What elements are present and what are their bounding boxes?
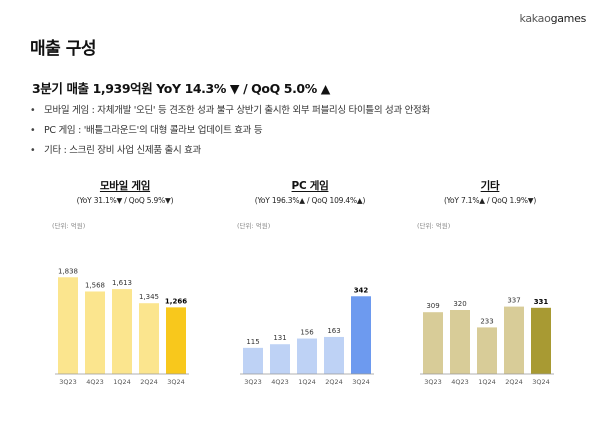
data-label: 156 bbox=[300, 329, 314, 337]
bullet-text: PC 게임 : '배틀그라운드'의 대형 콜라보 업데이트 효과 등 bbox=[44, 125, 263, 136]
data-label: 115 bbox=[246, 338, 259, 346]
data-label: 1,838 bbox=[58, 267, 78, 275]
unit-label: (단위: 억원) bbox=[52, 221, 85, 230]
data-label: 309 bbox=[426, 302, 439, 310]
bullet-text: 모바일 게임 : 자체개발 '오딘' 등 견조한 성과 불구 상반기 출시한 외… bbox=[44, 105, 430, 116]
data-label: 233 bbox=[480, 317, 493, 325]
bar bbox=[351, 296, 371, 374]
chart-title: 모바일 게임 bbox=[99, 180, 151, 192]
bar bbox=[423, 312, 443, 374]
x-tick-label: 3Q23 bbox=[244, 378, 262, 386]
brand-logo: kakaogames bbox=[519, 12, 586, 25]
chart-subtitle: (YoY 196.3%▲ / QoQ 109.4%▲) bbox=[254, 196, 366, 205]
bullet-item: • PC 게임 : '배틀그라운드'의 대형 콜라보 업데이트 효과 등 bbox=[30, 121, 430, 141]
x-tick-label: 3Q24 bbox=[167, 378, 185, 386]
x-tick-label: 3Q23 bbox=[424, 378, 442, 386]
data-label: 1,266 bbox=[165, 297, 187, 305]
bar bbox=[297, 338, 317, 374]
chart-plot: (단위: 억원) 115 3Q23 131 4Q23 156 1Q24 163 2Q24 342 3… bbox=[237, 221, 374, 386]
pc-game-chart: PC 게임 (YoY 196.3%▲ / QoQ 109.4%▲) (단위: 억… bbox=[235, 178, 385, 388]
summary-bullets: • 모바일 게임 : 자체개발 '오딘' 등 견조한 성과 불구 상반기 출시한 … bbox=[30, 101, 430, 161]
bar bbox=[477, 327, 497, 374]
chart-plot: (단위: 억원) 309 3Q23 320 4Q23 233 1Q24 337 2Q24 331 3… bbox=[417, 221, 554, 386]
x-tick-label: 1Q24 bbox=[113, 378, 131, 386]
bar bbox=[85, 291, 105, 374]
data-label: 131 bbox=[273, 334, 286, 342]
x-tick-label: 2Q24 bbox=[140, 378, 158, 386]
data-label: 320 bbox=[453, 300, 466, 308]
bullet-dot: • bbox=[30, 145, 36, 156]
x-tick-label: 4Q23 bbox=[451, 378, 469, 386]
chart-subtitle: (YoY 31.1%▼ / QoQ 5.9%▼) bbox=[76, 196, 174, 205]
x-tick-label: 3Q24 bbox=[532, 378, 550, 386]
data-label: 342 bbox=[354, 286, 369, 294]
chart-title: PC 게임 bbox=[291, 180, 329, 192]
bullet-item: • 기타 : 스크린 장비 사업 신제품 출시 효과 bbox=[30, 141, 430, 161]
chart-title: 기타 bbox=[480, 180, 500, 192]
x-tick-label: 2Q24 bbox=[325, 378, 343, 386]
x-tick-label: 4Q23 bbox=[86, 378, 104, 386]
unit-label: (단위: 억원) bbox=[417, 221, 450, 230]
mobile-game-chart: 모바일 게임 (YoY 31.1%▼ / QoQ 5.9%▼) (단위: 억원)… bbox=[50, 178, 200, 388]
bullet-dot: • bbox=[30, 125, 36, 136]
x-tick-label: 4Q23 bbox=[271, 378, 289, 386]
data-label: 337 bbox=[507, 297, 520, 305]
x-tick-label: 2Q24 bbox=[505, 378, 523, 386]
bullet-text: 기타 : 스크린 장비 사업 신제품 출시 효과 bbox=[44, 145, 201, 156]
bar bbox=[450, 310, 470, 374]
bar bbox=[112, 289, 132, 374]
data-label: 331 bbox=[534, 298, 549, 306]
bar bbox=[531, 307, 551, 374]
data-label: 163 bbox=[327, 327, 340, 335]
bar bbox=[166, 307, 186, 374]
x-tick-label: 1Q24 bbox=[478, 378, 496, 386]
chart-plot: (단위: 억원) 1,838 3Q23 1,568 4Q23 1,613 1Q24 1,345… bbox=[52, 221, 189, 386]
data-label: 1,613 bbox=[112, 279, 132, 287]
chart-subtitle: (YoY 7.1%▲ / QoQ 1.9%▼) bbox=[443, 196, 537, 205]
bullet-dot: • bbox=[30, 105, 36, 116]
quarter-revenue-headline: 3분기 매출 1,939억원 YoY 14.3% ▼ / QoQ 5.0% ▲ bbox=[32, 81, 331, 96]
x-tick-label: 3Q23 bbox=[59, 378, 77, 386]
bullet-item: • 모바일 게임 : 자체개발 '오딘' 등 견조한 성과 불구 상반기 출시한 … bbox=[30, 101, 430, 121]
data-label: 1,568 bbox=[85, 281, 105, 289]
page-title: 매출 구성 bbox=[30, 39, 96, 59]
data-label: 1,345 bbox=[139, 293, 159, 301]
bar bbox=[243, 347, 263, 374]
bar bbox=[324, 336, 344, 374]
x-tick-label: 3Q24 bbox=[352, 378, 370, 386]
bar bbox=[504, 306, 524, 374]
other-revenue-chart: 기타 (YoY 7.1%▲ / QoQ 1.9%▼) (단위: 억원) 309 3Q… bbox=[415, 178, 565, 388]
x-tick-label: 1Q24 bbox=[298, 378, 316, 386]
bar bbox=[270, 344, 290, 374]
bar bbox=[139, 303, 159, 374]
unit-label: (단위: 억원) bbox=[237, 221, 270, 230]
bar bbox=[58, 277, 78, 374]
